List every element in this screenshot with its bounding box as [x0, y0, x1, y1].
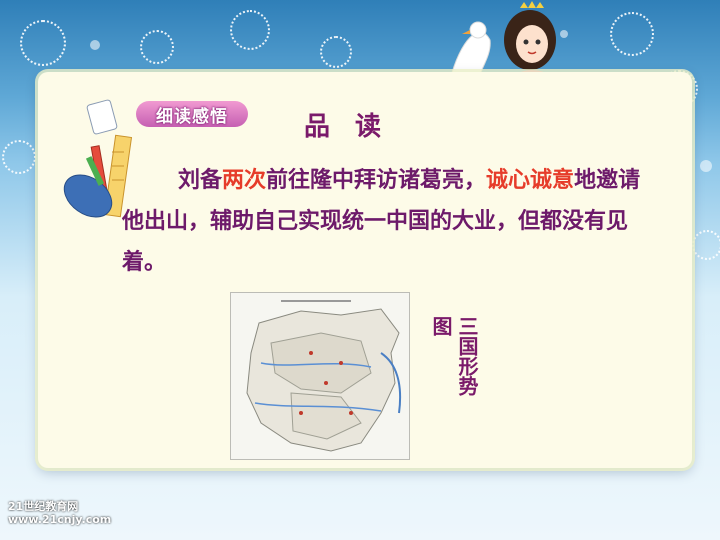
page-title: 品 读: [304, 112, 390, 142]
logo-line-1: 21世纪教育网: [8, 500, 79, 513]
text-segment: 前往隆中拜访诸葛亮，: [266, 168, 487, 193]
three-kingdoms-map: [230, 292, 410, 460]
text-segment: 刘备: [178, 168, 223, 193]
map-graphic: [231, 293, 409, 459]
map-caption: 三国形势图: [429, 316, 479, 396]
section-badge: 细读感悟: [136, 101, 248, 127]
highlight-segment: 诚心诚意: [486, 168, 575, 193]
logo-line-2: www.21cnjy.com: [8, 513, 112, 526]
site-logo: 21世纪教育网 www.21cnjy.com: [8, 500, 111, 526]
stationery-icon: [63, 99, 133, 218]
girl-swan-illustration: [449, 1, 558, 80]
highlight-segment: 两次: [222, 168, 267, 193]
text-segment: 地邀请他出山，辅助自己实现统一中国的大业，但都没有见着。: [122, 168, 641, 275]
body-paragraph: 刘备两次前往隆中拜访诸葛亮，诚心诚意地邀请他出山，辅助自己实现统一中国的大业，但…: [122, 160, 658, 283]
